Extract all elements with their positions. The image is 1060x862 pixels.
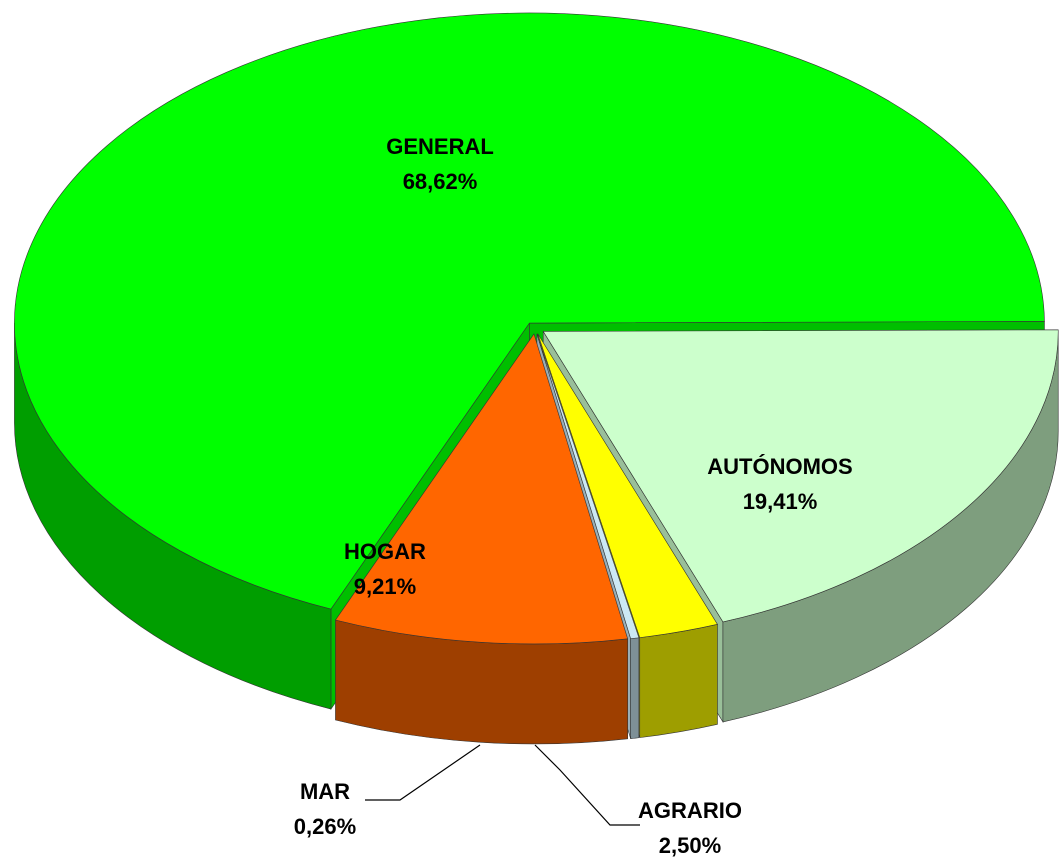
slice-value-label: 68,62% — [403, 169, 478, 194]
pie-slice — [536, 333, 640, 640]
pie-slice — [334, 333, 629, 645]
pie-slice — [537, 333, 718, 638]
slice-label: MAR — [300, 779, 350, 804]
slice-side — [639, 623, 718, 738]
slice-label: GENERAL — [386, 134, 494, 159]
slice-value-label: 19,41% — [743, 489, 818, 514]
slice-label: HOGAR — [344, 539, 426, 564]
leader-line — [534, 744, 640, 826]
slice-side — [630, 637, 640, 740]
slice-value-label: 2,50% — [659, 833, 721, 858]
slice-value-label: 0,26% — [294, 814, 356, 839]
pie-slice — [542, 329, 1059, 623]
slice-label: AUTÓNOMOS — [707, 454, 852, 479]
slice-value-label: 9,21% — [354, 574, 416, 599]
slice-label: AGRARIO — [638, 798, 742, 823]
slice-tops — [14, 12, 1059, 645]
pie-slice — [14, 12, 1045, 610]
leader-line — [365, 744, 481, 801]
